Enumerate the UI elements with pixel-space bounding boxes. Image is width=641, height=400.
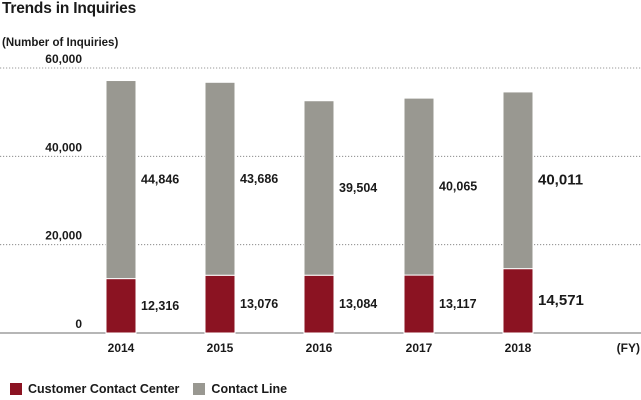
bar-customer-contact-center (403, 274, 435, 334)
legend: Customer Contact Center Contact Line (10, 382, 301, 396)
data-label: 12,316 (141, 299, 179, 313)
legend-item-contact-line: Contact Line (193, 382, 287, 396)
x-tick-label: 2015 (207, 341, 234, 355)
x-tick-labels: 2014 2015 2016 2017 2018 (108, 341, 532, 355)
data-label: 39,504 (339, 181, 377, 195)
bar-customer-contact-center (204, 274, 236, 334)
bar-contact-line (204, 81, 236, 276)
bar-customer-contact-center (105, 278, 137, 334)
legend-label: Contact Line (211, 382, 288, 396)
data-label: 40,065 (439, 180, 477, 194)
bars (105, 80, 534, 334)
bar-customer-contact-center (303, 274, 335, 334)
legend-swatch (193, 383, 206, 395)
x-tick-label: 2016 (306, 341, 333, 355)
legend-label: Customer Contact Center (28, 382, 180, 396)
y-tick-label: 40,000 (45, 140, 82, 154)
y-tick-labels: 0 20,000 40,000 60,000 (45, 52, 82, 331)
legend-item-customer-contact-center: Customer Contact Center (10, 382, 179, 396)
data-label: 13,117 (439, 297, 477, 311)
bar-contact-line (105, 80, 137, 280)
bar-contact-line (403, 97, 435, 276)
bar-value-labels: 12,316 44,846 13,076 43,686 13,084 39,504 13,1… (141, 171, 584, 313)
data-label: 13,084 (339, 297, 377, 311)
y-tick-label: 0 (75, 317, 82, 331)
data-label: 40,011 (538, 171, 583, 188)
chart-title: Trends in Inquiries (2, 0, 137, 17)
legend-swatch (10, 383, 22, 395)
x-tick-label: 2017 (406, 341, 433, 355)
y-tick-label: 20,000 (45, 229, 82, 243)
data-label: 44,846 (141, 173, 179, 187)
data-label: 14,571 (538, 292, 584, 309)
bar-contact-line (303, 100, 335, 276)
x-tick-label: 2018 (505, 341, 532, 355)
bar-customer-contact-center (502, 268, 534, 334)
x-axis-unit-label: (FY) (617, 341, 640, 355)
y-axis-unit-label: (Number of Inquiries) (2, 37, 119, 49)
bar-contact-line (502, 91, 534, 270)
data-label: 43,686 (240, 172, 278, 186)
data-label: 13,076 (240, 297, 278, 311)
x-tick-label: 2014 (108, 341, 135, 355)
y-tick-label: 60,000 (45, 52, 82, 66)
